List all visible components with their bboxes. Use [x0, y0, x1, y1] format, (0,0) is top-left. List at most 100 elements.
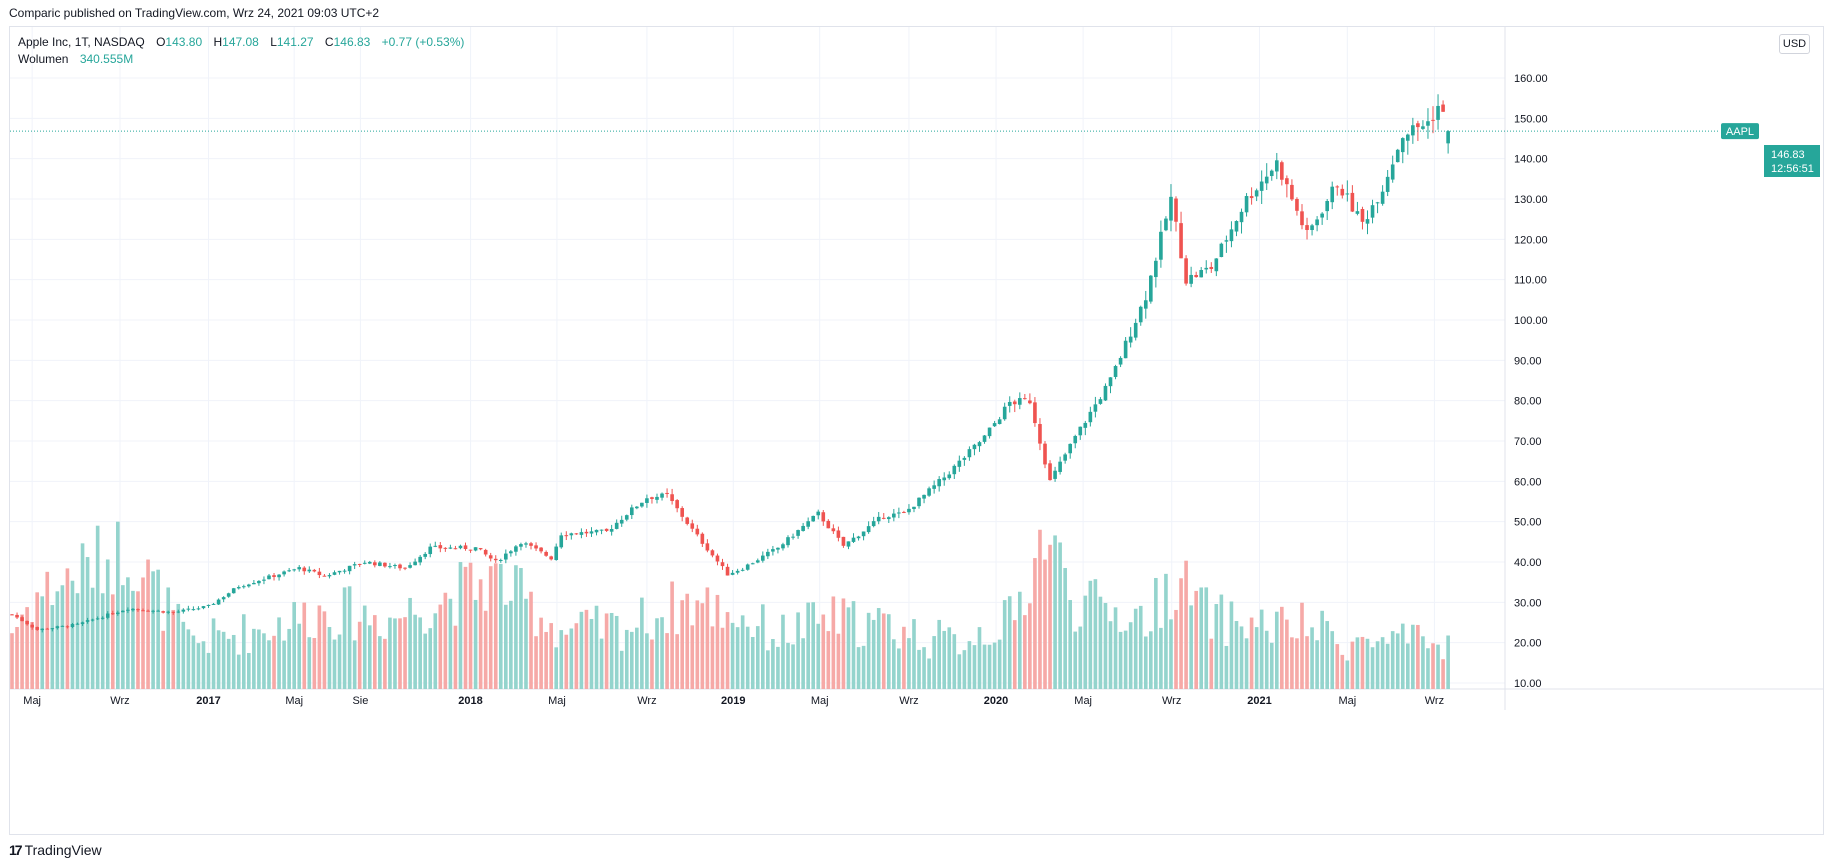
- candle-body[interactable]: [584, 531, 589, 534]
- candle-body[interactable]: [448, 547, 453, 549]
- candle-body[interactable]: [1002, 406, 1007, 420]
- candle-body[interactable]: [589, 531, 594, 534]
- candle-body[interactable]: [892, 513, 896, 518]
- candle-body[interactable]: [337, 570, 342, 573]
- candle-body[interactable]: [1038, 424, 1042, 444]
- candle-body[interactable]: [932, 485, 936, 489]
- candle-body[interactable]: [367, 561, 372, 564]
- candle-body[interactable]: [1330, 186, 1335, 203]
- candle-body[interactable]: [80, 622, 85, 625]
- candle-body[interactable]: [463, 545, 468, 550]
- candle-body[interactable]: [574, 533, 579, 535]
- candle-body[interactable]: [811, 515, 816, 522]
- candle-body[interactable]: [629, 507, 634, 516]
- candle-body[interactable]: [1083, 422, 1088, 428]
- candle-body[interactable]: [897, 512, 901, 514]
- candle-body[interactable]: [191, 609, 196, 611]
- candle-body[interactable]: [972, 444, 977, 450]
- candle-body[interactable]: [50, 628, 55, 630]
- candle-body[interactable]: [201, 606, 206, 609]
- candle-body[interactable]: [1058, 461, 1062, 472]
- candle-body[interactable]: [534, 545, 538, 549]
- candle-body[interactable]: [564, 535, 569, 537]
- candle-body[interactable]: [1360, 209, 1365, 222]
- candle-body[interactable]: [247, 584, 251, 587]
- candle-body[interactable]: [252, 582, 256, 585]
- candle-body[interactable]: [1138, 306, 1143, 323]
- candle-body[interactable]: [196, 608, 201, 610]
- candle-body[interactable]: [105, 613, 110, 618]
- candle-body[interactable]: [967, 449, 972, 458]
- candle-body[interactable]: [1375, 202, 1380, 204]
- legend-symbol[interactable]: Apple Inc, 1T, NASDAQ: [18, 35, 145, 49]
- candle-body[interactable]: [25, 620, 29, 625]
- candle-body[interactable]: [488, 555, 493, 559]
- candle-body[interactable]: [1023, 398, 1027, 400]
- candle-body[interactable]: [922, 494, 926, 499]
- candle-body[interactable]: [136, 609, 140, 611]
- candle-body[interactable]: [730, 572, 735, 575]
- candle-body[interactable]: [483, 549, 488, 555]
- candle-body[interactable]: [312, 569, 317, 572]
- candle-body[interactable]: [594, 529, 599, 533]
- candle-body[interactable]: [1048, 463, 1052, 481]
- candle-body[interactable]: [65, 626, 70, 628]
- candle-body[interactable]: [1431, 119, 1435, 121]
- candle-body[interactable]: [529, 543, 533, 546]
- candle-body[interactable]: [806, 521, 810, 527]
- candle-body[interactable]: [524, 543, 528, 545]
- candle-body[interactable]: [1340, 188, 1345, 196]
- candle-body[interactable]: [1234, 221, 1239, 232]
- candle-body[interactable]: [1113, 366, 1118, 377]
- candle-body[interactable]: [791, 536, 795, 538]
- candle-body[interactable]: [95, 618, 100, 620]
- candle-body[interactable]: [151, 610, 155, 612]
- candle-body[interactable]: [1219, 243, 1224, 258]
- candle-body[interactable]: [1103, 385, 1108, 401]
- candle-body[interactable]: [352, 564, 357, 566]
- candle-body[interactable]: [1224, 240, 1229, 242]
- candle-body[interactable]: [1063, 454, 1067, 461]
- candle-body[interactable]: [801, 525, 805, 531]
- candle-body[interactable]: [700, 533, 705, 544]
- candle-body[interactable]: [1169, 196, 1173, 221]
- candle-body[interactable]: [478, 548, 483, 550]
- candle-body[interactable]: [599, 529, 604, 531]
- candle-body[interactable]: [604, 528, 609, 531]
- candle-body[interactable]: [1365, 219, 1370, 224]
- candle-body[interactable]: [645, 498, 649, 503]
- candle-body[interactable]: [1204, 267, 1209, 270]
- candle-body[interactable]: [1108, 377, 1113, 387]
- candle-body[interactable]: [186, 608, 191, 610]
- candle-body[interactable]: [257, 580, 261, 584]
- candle-body[interactable]: [30, 624, 34, 628]
- candle-body[interactable]: [438, 545, 443, 549]
- candle-body[interactable]: [660, 493, 664, 498]
- candle-body[interactable]: [1405, 134, 1410, 141]
- candle-body[interactable]: [886, 517, 891, 520]
- candle-body[interactable]: [1310, 225, 1314, 231]
- candle-body[interactable]: [131, 608, 135, 611]
- candle-body[interactable]: [680, 508, 685, 517]
- candle-body[interactable]: [423, 553, 428, 557]
- candle-body[interactable]: [277, 574, 281, 578]
- candle-body[interactable]: [1370, 205, 1375, 218]
- currency-button[interactable]: USD: [1779, 34, 1810, 54]
- candle-body[interactable]: [1229, 229, 1234, 242]
- candle-body[interactable]: [60, 625, 65, 627]
- candle-body[interactable]: [302, 567, 307, 572]
- candle-body[interactable]: [816, 511, 821, 516]
- candle-body[interactable]: [1320, 213, 1324, 218]
- candle-body[interactable]: [1285, 178, 1289, 185]
- candle-body[interactable]: [428, 546, 433, 555]
- candle-body[interactable]: [216, 599, 221, 605]
- candle-body[interactable]: [166, 611, 171, 613]
- candle-body[interactable]: [1159, 231, 1163, 260]
- candle-body[interactable]: [1295, 198, 1299, 211]
- candle-body[interactable]: [1017, 398, 1022, 405]
- candle-body[interactable]: [211, 603, 216, 605]
- candle-body[interactable]: [1395, 149, 1400, 163]
- candle-body[interactable]: [1053, 470, 1057, 479]
- candle-body[interactable]: [1446, 131, 1450, 144]
- footer-brand[interactable]: 17 TradingView: [9, 842, 102, 858]
